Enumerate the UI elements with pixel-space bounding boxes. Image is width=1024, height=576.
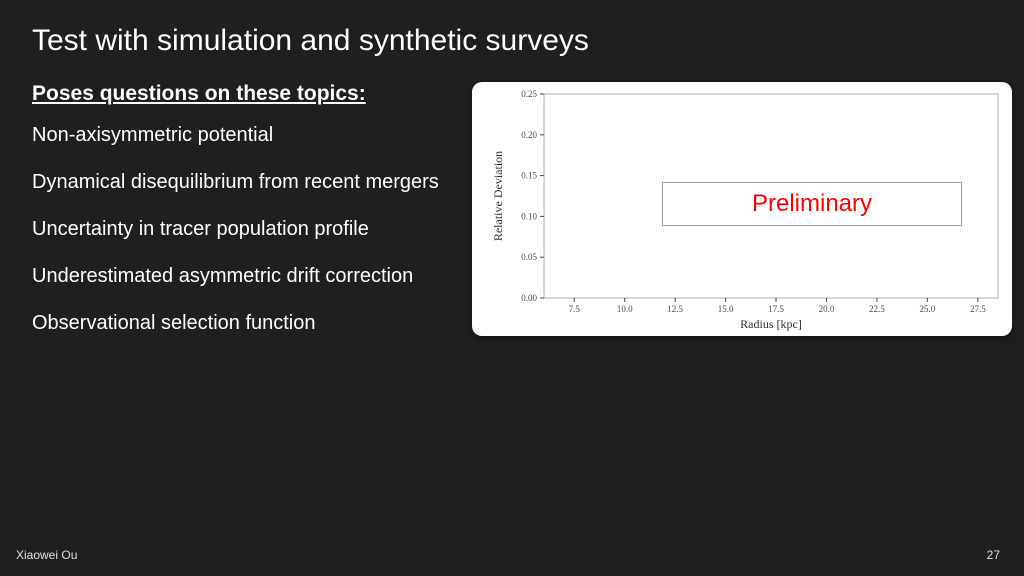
svg-text:0.20: 0.20 xyxy=(521,130,537,140)
bullet-item: Underestimated asymmetric drift correcti… xyxy=(32,263,452,290)
footer-author: Xiaowei Ou xyxy=(16,548,77,562)
slide: Test with simulation and synthetic surve… xyxy=(0,0,1024,576)
slide-title: Test with simulation and synthetic surve… xyxy=(32,24,992,58)
preliminary-box: Preliminary xyxy=(662,182,962,226)
page-number: 27 xyxy=(987,548,1000,562)
svg-text:25.0: 25.0 xyxy=(920,304,936,314)
svg-text:0.10: 0.10 xyxy=(521,211,537,221)
bullet-item: Observational selection function xyxy=(32,310,452,337)
bullet-item: Dynamical disequilibrium from recent mer… xyxy=(32,169,452,196)
content-row: Poses questions on these topics: Non-axi… xyxy=(32,82,992,357)
preliminary-label: Preliminary xyxy=(752,190,872,218)
svg-text:22.5: 22.5 xyxy=(869,304,885,314)
svg-text:Relative Deviation: Relative Deviation xyxy=(491,151,505,241)
chart-column: 0.00 0.05 0.10 0.15 0.20 0.25 7.5 10.0 12.5 15.0 1… xyxy=(472,82,1012,357)
svg-text:0.00: 0.00 xyxy=(521,293,537,303)
svg-text:0.05: 0.05 xyxy=(521,252,537,262)
bullet-item: Uncertainty in tracer population profile xyxy=(32,216,452,243)
svg-text:17.5: 17.5 xyxy=(768,304,784,314)
svg-text:12.5: 12.5 xyxy=(667,304,683,314)
bullet-item: Non-axisymmetric potential xyxy=(32,122,452,149)
svg-text:Radius [kpc]: Radius [kpc] xyxy=(740,317,802,331)
svg-text:7.5: 7.5 xyxy=(569,304,581,314)
svg-text:0.15: 0.15 xyxy=(521,171,537,181)
text-column: Poses questions on these topics: Non-axi… xyxy=(32,82,452,357)
svg-text:15.0: 15.0 xyxy=(718,304,734,314)
svg-text:0.25: 0.25 xyxy=(521,89,537,99)
chart-card: 0.00 0.05 0.10 0.15 0.20 0.25 7.5 10.0 12.5 15.0 1… xyxy=(472,82,1012,336)
svg-text:27.5: 27.5 xyxy=(970,304,986,314)
svg-text:10.0: 10.0 xyxy=(617,304,633,314)
svg-text:20.0: 20.0 xyxy=(819,304,835,314)
subheading: Poses questions on these topics: xyxy=(32,82,452,106)
